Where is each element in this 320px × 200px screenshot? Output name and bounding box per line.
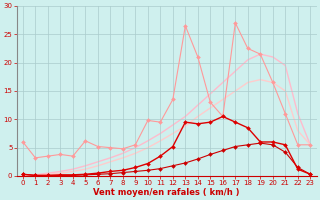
X-axis label: Vent moyen/en rafales ( km/h ): Vent moyen/en rafales ( km/h ) xyxy=(93,188,240,197)
